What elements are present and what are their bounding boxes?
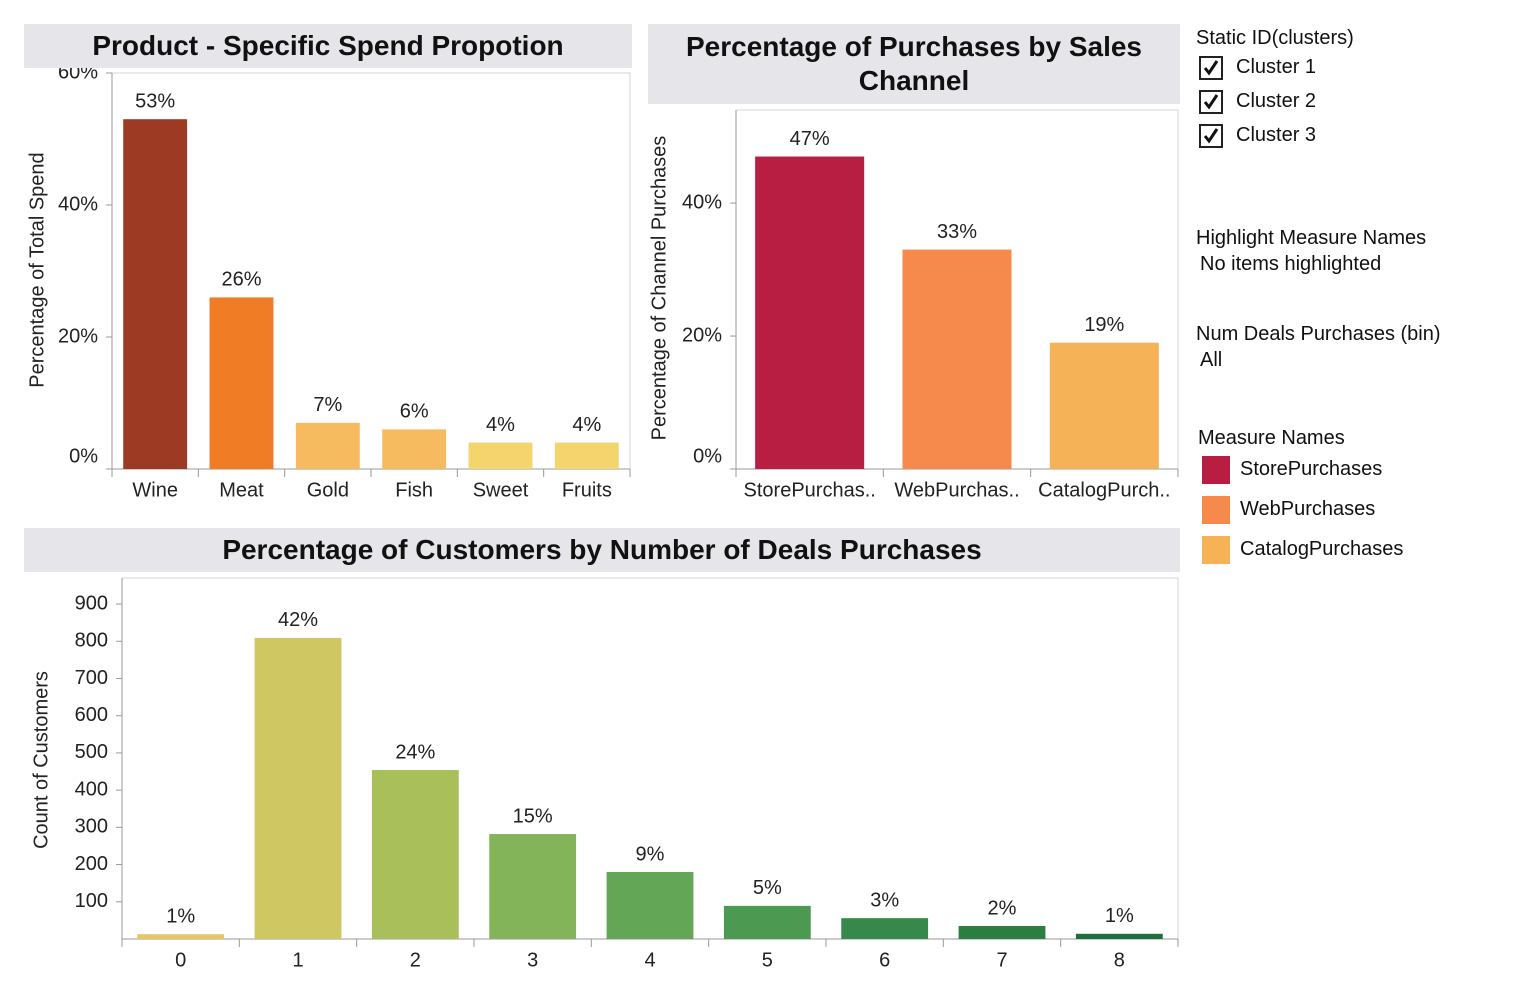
bar [489, 834, 577, 939]
bar [137, 934, 225, 939]
x-tick-label: Wine [132, 479, 178, 501]
value-label: 7% [313, 394, 342, 416]
checkbox[interactable] [1199, 56, 1223, 80]
chart-title: Product - Specific Spend Propotion [24, 24, 632, 68]
legend-title: Measure Names [1198, 427, 1345, 449]
bar [958, 925, 1046, 939]
x-tick-label: Sweet [473, 479, 529, 501]
check-mark [1203, 94, 1219, 110]
legend-swatch [1202, 496, 1230, 524]
y-axis-label: Percentage of Channel Purchases [648, 136, 670, 441]
value-label: 4% [486, 414, 515, 436]
x-tick-label: Meat [219, 479, 264, 501]
y-tick-label: 0% [69, 445, 98, 467]
y-tick-label: 900 [75, 592, 108, 614]
y-tick-label: 600 [75, 704, 108, 726]
y-tick-label: 40% [682, 191, 722, 213]
value-label: 9% [636, 843, 665, 865]
bar [209, 297, 274, 469]
legend-label: WebPurchases [1240, 498, 1376, 520]
x-tick-label: 2 [410, 949, 421, 971]
x-tick-label: 0 [175, 949, 186, 971]
value-label: 2% [988, 897, 1017, 919]
bar [123, 119, 188, 469]
y-axis-label: Percentage of Total Spend [26, 152, 48, 387]
y-tick-label: 500 [75, 741, 108, 763]
filter-item[interactable]: Cluster 1 [1236, 56, 1317, 78]
checkbox[interactable] [1199, 90, 1223, 114]
x-tick-label: WebPurchas.. [894, 479, 1019, 501]
x-tick-label: 1 [292, 949, 303, 971]
filter-title: Highlight Measure Names [1196, 227, 1427, 249]
x-tick-label: Fish [395, 479, 433, 501]
bar [902, 249, 1012, 469]
checkbox[interactable] [1199, 124, 1223, 148]
value-label: 6% [400, 401, 429, 423]
bar [1075, 933, 1163, 939]
filter-title: Static ID(clusters) [1196, 27, 1354, 49]
filter-value: All [1200, 349, 1223, 371]
value-label: 42% [278, 609, 318, 631]
value-label: 33% [937, 221, 977, 243]
y-tick-label: 20% [58, 325, 98, 347]
x-tick-label: 4 [644, 949, 655, 971]
x-tick-label: 6 [879, 949, 890, 971]
value-label: 5% [753, 877, 782, 899]
x-tick-label: 7 [996, 949, 1007, 971]
y-tick-label: 0% [693, 445, 722, 467]
value-label: 53% [135, 90, 175, 112]
value-label: 47% [790, 128, 830, 150]
chart-title: Percentage of Purchases by Sales Channel [648, 24, 1180, 104]
x-tick-label: CatalogPurch.. [1038, 479, 1170, 501]
value-label: 3% [870, 889, 899, 911]
bar [554, 442, 619, 469]
bar [1049, 342, 1159, 469]
y-tick-label: 800 [75, 630, 108, 652]
y-tick-label: 300 [75, 816, 108, 838]
x-tick-label: 8 [1114, 949, 1125, 971]
filter-item[interactable]: Cluster 2 [1236, 90, 1317, 112]
bar [606, 872, 694, 939]
value-label: 1% [1105, 905, 1134, 927]
value-label: 19% [1084, 314, 1124, 336]
y-tick-label: 700 [75, 667, 108, 689]
bar [723, 905, 811, 939]
check-mark [1203, 60, 1219, 76]
x-tick-label: 3 [527, 949, 538, 971]
legend-label: StorePurchases [1240, 458, 1383, 480]
x-tick-label: Gold [307, 479, 349, 501]
check-mark [1203, 128, 1219, 144]
bar [295, 422, 360, 469]
bar [382, 429, 447, 469]
bar [468, 442, 533, 469]
legend-swatch [1202, 456, 1230, 484]
value-label: 26% [221, 269, 261, 291]
filter-value: No items highlighted [1200, 253, 1382, 275]
y-tick-label: 200 [75, 853, 108, 875]
plot-frame [111, 72, 631, 470]
x-tick-label: 5 [762, 949, 773, 971]
legend-swatch [1202, 536, 1230, 564]
x-tick-label: Fruits [562, 479, 612, 501]
x-tick-label: StorePurchas.. [744, 479, 876, 501]
filter-item[interactable]: Cluster 3 [1236, 124, 1317, 146]
y-tick-label: 40% [58, 193, 98, 215]
bar [254, 637, 342, 939]
legend-label: CatalogPurchases [1240, 538, 1404, 560]
value-label: 1% [166, 905, 195, 927]
value-label: 4% [572, 414, 601, 436]
value-label: 24% [395, 741, 435, 763]
y-tick-label: 20% [682, 324, 722, 346]
bar [841, 918, 929, 939]
bar [755, 156, 865, 469]
y-tick-label: 400 [75, 778, 108, 800]
y-axis-label: Count of Customers [30, 671, 52, 849]
filter-title: Num Deals Purchases (bin) [1196, 323, 1441, 345]
y-tick-label: 100 [75, 890, 108, 912]
bar [371, 770, 459, 939]
chart-title: Percentage of Customers by Number of Dea… [24, 528, 1180, 572]
value-label: 15% [513, 805, 553, 827]
